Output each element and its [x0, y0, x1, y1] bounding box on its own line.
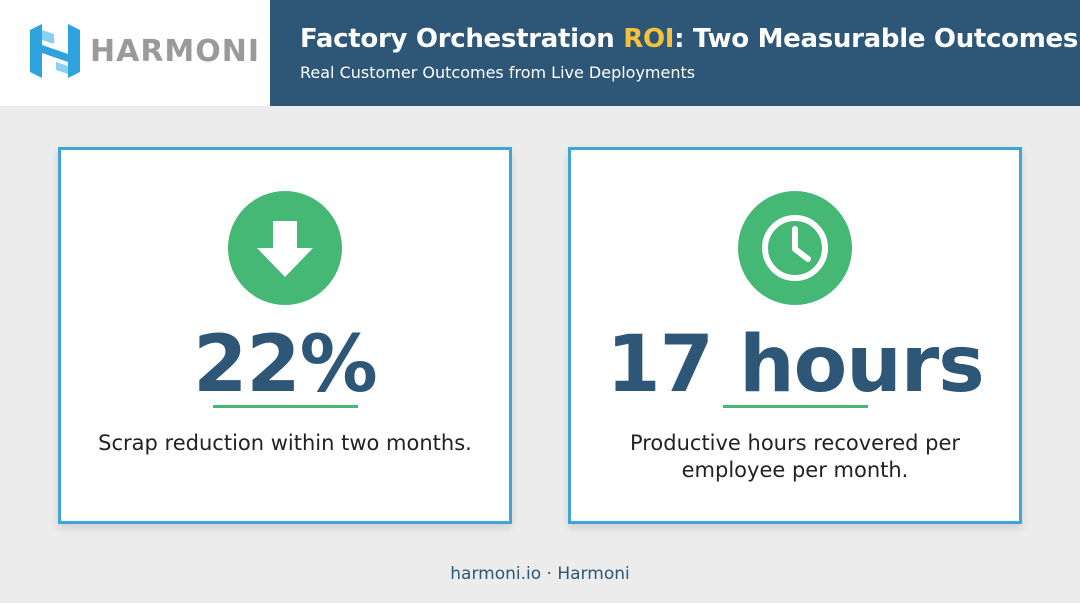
- metric-value: 17 hours: [606, 320, 984, 410]
- header-bar: HARMONI Factory Orchestration ROI: Two M…: [0, 0, 1080, 106]
- arrow-down-icon: [257, 221, 313, 277]
- page-title: Factory Orchestration ROI: Two Measurabl…: [300, 24, 1079, 54]
- harmoni-h-logo-icon: [30, 24, 80, 78]
- title-highlight: ROI: [623, 24, 675, 54]
- metric-description: Scrap reduction within two months.: [98, 431, 472, 455]
- footer: harmoni.io · Harmoni: [450, 564, 630, 584]
- page-subtitle: Real Customer Outcomes from Live Deploym…: [300, 63, 696, 82]
- clock-icon: [762, 215, 828, 281]
- metric-card-scrap: 22% Scrap reduction within two months.: [58, 147, 512, 524]
- logo: HARMONI: [0, 0, 270, 106]
- metric-value: 22%: [193, 320, 378, 410]
- icon-badge: [738, 191, 852, 305]
- divider: [723, 405, 868, 408]
- icon-badge: [228, 191, 342, 305]
- logo-text: HARMONI: [90, 34, 261, 69]
- metric-description: Productive hours recovered per employee …: [629, 431, 961, 482]
- divider: [213, 405, 358, 408]
- metric-card-hours: 17 hours Productive hours recovered per …: [568, 147, 1022, 524]
